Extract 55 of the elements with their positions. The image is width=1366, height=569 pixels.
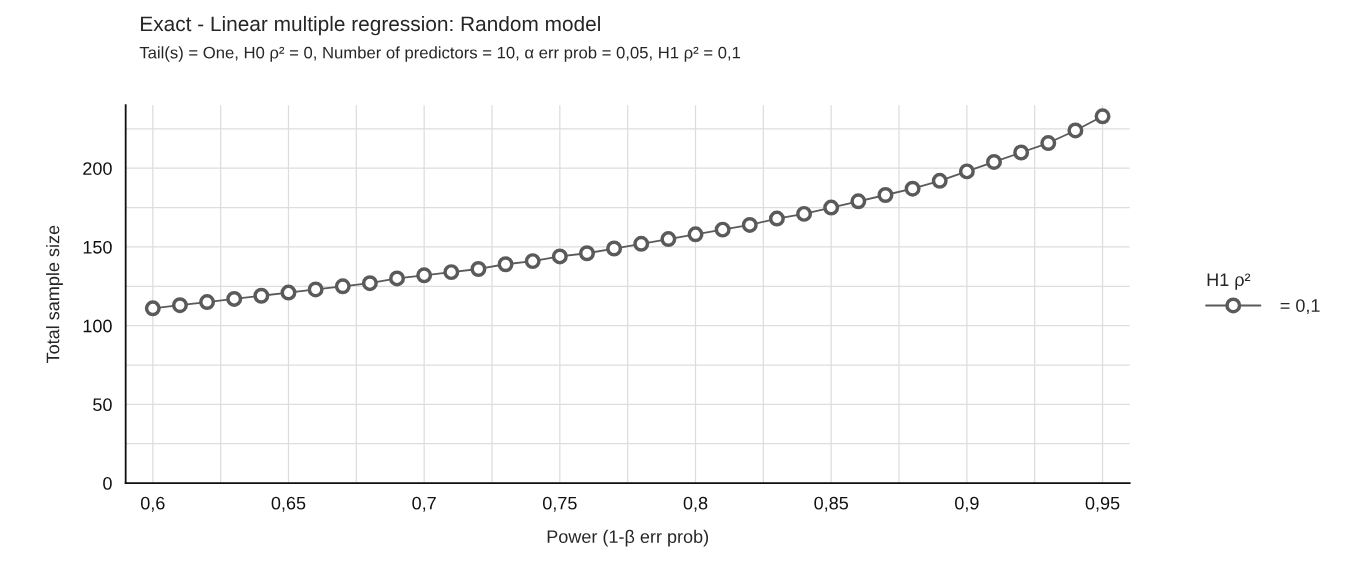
x-tick-label: 0,95 — [1085, 496, 1120, 512]
point — [361, 275, 378, 292]
point — [687, 226, 704, 243]
point — [768, 210, 785, 227]
point — [470, 260, 487, 277]
point — [334, 278, 351, 295]
point — [497, 256, 514, 273]
point — [389, 270, 406, 287]
x-tick-label: 0,7 — [412, 496, 436, 512]
x-tick-label: 0,8 — [683, 496, 708, 512]
legend-title: H1 ρ² — [1207, 273, 1251, 290]
point — [416, 267, 433, 284]
y-tick-label: 150 — [83, 240, 112, 254]
point — [931, 172, 948, 189]
point — [796, 205, 813, 222]
x-axis-title: Power (1-β err prob) — [547, 529, 709, 547]
point — [958, 163, 975, 180]
point — [633, 235, 650, 252]
point — [606, 240, 623, 257]
point — [1067, 122, 1084, 139]
x-tick-label: 0,6 — [140, 496, 165, 512]
point — [551, 248, 568, 265]
point — [199, 294, 216, 311]
point — [904, 180, 921, 197]
point — [524, 253, 541, 270]
point — [226, 290, 243, 307]
point — [850, 193, 867, 210]
y-tick-label: 100 — [83, 319, 112, 333]
point — [741, 216, 758, 233]
point — [714, 221, 731, 238]
chart-title: Exact - Linear multiple regression: Random model — [141, 15, 600, 36]
legend-label: = 0,1 — [1280, 299, 1320, 315]
point — [443, 264, 460, 281]
point — [1013, 144, 1030, 161]
chart-subtitle: Tail(s) = One, H0 ρ² = 0, Number of predictors = 10, α err prob = 0,05, H1 ρ² = 0,1 — [139, 46, 741, 62]
x-tick-label: 0,9 — [955, 496, 979, 512]
point — [307, 281, 324, 298]
y-axis-title: Total sample size — [46, 225, 63, 363]
point — [877, 187, 894, 203]
point — [171, 297, 188, 314]
point — [578, 245, 595, 262]
y-tick-label: 50 — [93, 398, 112, 412]
x-tick-label: 0,65 — [271, 496, 306, 512]
point — [280, 284, 297, 301]
point — [144, 300, 161, 317]
point — [986, 153, 1002, 170]
point — [253, 287, 270, 304]
point — [660, 231, 677, 248]
point — [1094, 108, 1111, 125]
x-tick-label: 0,85 — [814, 496, 849, 512]
point — [823, 199, 840, 216]
x-tick-label: 0,75 — [542, 496, 577, 512]
y-tick-label: 200 — [83, 162, 112, 175]
point — [1040, 135, 1057, 152]
y-tick-label: 0 — [103, 477, 112, 490]
